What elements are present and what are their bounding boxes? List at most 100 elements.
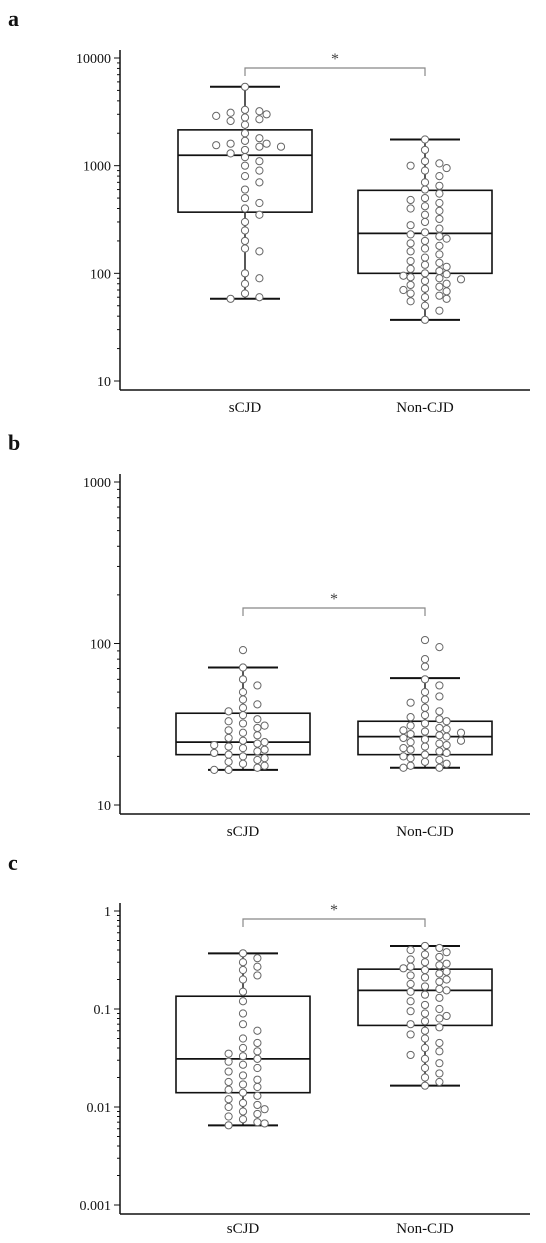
panel-a-non-cjd-point <box>420 301 430 310</box>
panel-a-scjd-point <box>240 161 250 170</box>
panel-c-non-cjd-point <box>420 1081 430 1090</box>
panel-c-non-cjd-point <box>406 962 415 971</box>
panel-b-non-cjd-point <box>420 662 430 671</box>
panel-a-non-cjd-point <box>435 266 444 276</box>
panel-c-scjd-category-label: sCJD <box>227 1221 260 1237</box>
panel-a-non-cjd-point <box>420 145 430 155</box>
panel-b-non-cjd-point <box>435 707 444 716</box>
panel-a-non-cjd-point <box>435 250 444 259</box>
panel-a-non-cjd-point <box>406 297 415 306</box>
panel-a-significance-bracket <box>244 67 426 76</box>
panel-c-scjd-point <box>253 1118 262 1127</box>
panel-c-scjd-point <box>224 1049 233 1058</box>
panel-b-scjd-point <box>238 744 248 753</box>
panel-b-scjd-point <box>238 736 248 745</box>
panel-a-non-cjd-point <box>420 236 430 246</box>
panel-a-scjd-point <box>255 166 264 175</box>
panel-b-scjd-point <box>238 719 248 728</box>
panel-b-non-cjd-point <box>435 755 444 765</box>
panel-c-scjd-point <box>224 1102 233 1112</box>
panel-c-non-cjd-point <box>420 1026 430 1035</box>
panel-b-non-cjd-point <box>420 635 430 645</box>
panel-a-non-cjd-point <box>406 247 415 256</box>
panel-c-non-cjd-point <box>442 948 451 957</box>
panel-c-scjd-point <box>260 1105 269 1114</box>
panel-a-scjd-point <box>255 198 264 208</box>
panel-b-scjd-point <box>253 739 262 748</box>
panel-b-non-cjd-point <box>406 698 415 707</box>
panel-a-non-cjd-point <box>435 274 444 283</box>
panel-c-non-cjd-point <box>435 1047 444 1056</box>
panel-c-non-cjd-point <box>406 987 415 996</box>
panel-a-y-tick-label: 10 <box>97 375 111 390</box>
panel-b-scjd-point <box>260 745 269 754</box>
panel-b-non-cjd-point <box>406 721 415 730</box>
panel-c-scjd-point <box>224 1085 233 1094</box>
panel-a-non-cjd-point <box>420 135 430 144</box>
panel-a-scjd-point <box>226 116 235 126</box>
panel-b-non-cjd-point <box>420 742 430 751</box>
panel-c-non-cjd-point <box>435 977 444 986</box>
panel-c-scjd-point <box>238 1071 248 1080</box>
panel-b-scjd-point <box>224 707 233 716</box>
panel-b-scjd-point <box>253 700 262 709</box>
panel-a-scjd-point <box>240 269 250 278</box>
panel-b-scjd-point <box>253 731 262 740</box>
panel-a-scjd-point <box>240 244 250 253</box>
panel-c-scjd-point <box>253 1075 262 1084</box>
panel-b-non-cjd-point <box>442 740 451 750</box>
panel-a-non-cjd-point <box>435 159 444 168</box>
panel-a-scjd-point <box>240 136 250 145</box>
panel-c-non-cjd-point <box>435 952 444 962</box>
panel-b-non-cjd-point <box>435 681 444 690</box>
panel-b-non-cjd-point <box>420 688 430 697</box>
panel-c-scjd-point <box>253 1047 262 1056</box>
panel-b-scjd-point <box>224 757 233 766</box>
panel-b-scjd-point <box>260 761 269 770</box>
panel-c-non-cjd-point <box>406 1020 415 1029</box>
panel-c-scjd-point <box>238 1107 248 1116</box>
panel-a-non-cjd-point <box>435 172 444 181</box>
panel-a-non-cjd-point <box>406 256 415 266</box>
panel-a-scjd-point <box>240 172 250 181</box>
panel-c-non-cjd-point <box>442 986 451 995</box>
panel-a-non-cjd-point <box>406 230 415 239</box>
panel-a-letter: a <box>8 6 19 31</box>
panel-a-non-cjd-point <box>420 269 430 278</box>
panel-b-non-cjd-point <box>420 719 430 728</box>
panel-b-non-cjd-point <box>420 727 430 736</box>
panel-b-y-tick-label: 1000 <box>83 476 111 491</box>
panel-b-chart: b 10 100 1000 sCJD Non-CJD * <box>8 430 530 840</box>
panel-a-non-cjd-point <box>435 306 444 315</box>
panel-c-significance-star: * <box>330 902 338 919</box>
panel-a-scjd-point <box>262 139 271 148</box>
panel-a-non-cjd-point <box>420 157 430 166</box>
panel-b-non-cjd-point <box>399 726 408 735</box>
panel-b-scjd-point <box>238 695 248 704</box>
panel-c-scjd-point <box>238 1088 248 1097</box>
panel-a-scjd-point <box>255 274 264 283</box>
panel-c-scjd-point <box>253 1091 262 1100</box>
panel-b-scjd-point <box>253 755 262 765</box>
panel-a-non-cjd-point <box>420 185 430 194</box>
panel-a-scjd-point <box>212 111 221 120</box>
panel-c-non-cjd-point <box>435 943 444 953</box>
panel-c-scjd-point <box>253 1100 262 1110</box>
panel-a-non-cjd-point <box>406 195 415 205</box>
panel-b-non-cjd-point <box>456 736 466 745</box>
panel-c-non-cjd-point <box>420 973 430 982</box>
panel-c-non-cjd-point <box>406 997 415 1006</box>
panel-c-non-cjd-point <box>420 1043 430 1053</box>
panel-a-non-cjd-point <box>435 198 444 208</box>
panel-c-scjd-point <box>238 1020 248 1029</box>
panel-b-non-cjd-point <box>442 717 451 726</box>
panel-a-non-cjd-point <box>442 294 451 303</box>
panel-b-non-cjd-point <box>399 763 408 772</box>
panel-c-non-cjd-point <box>420 965 430 975</box>
panel-b-non-cjd-point <box>420 735 430 744</box>
panel-b-non-cjd-point <box>435 692 444 701</box>
panel-c-non-cjd-point <box>435 1077 444 1087</box>
panel-b-non-cjd-point <box>435 739 444 748</box>
panel-a-scjd-point <box>240 113 250 122</box>
panel-a-scjd-point <box>255 107 264 116</box>
